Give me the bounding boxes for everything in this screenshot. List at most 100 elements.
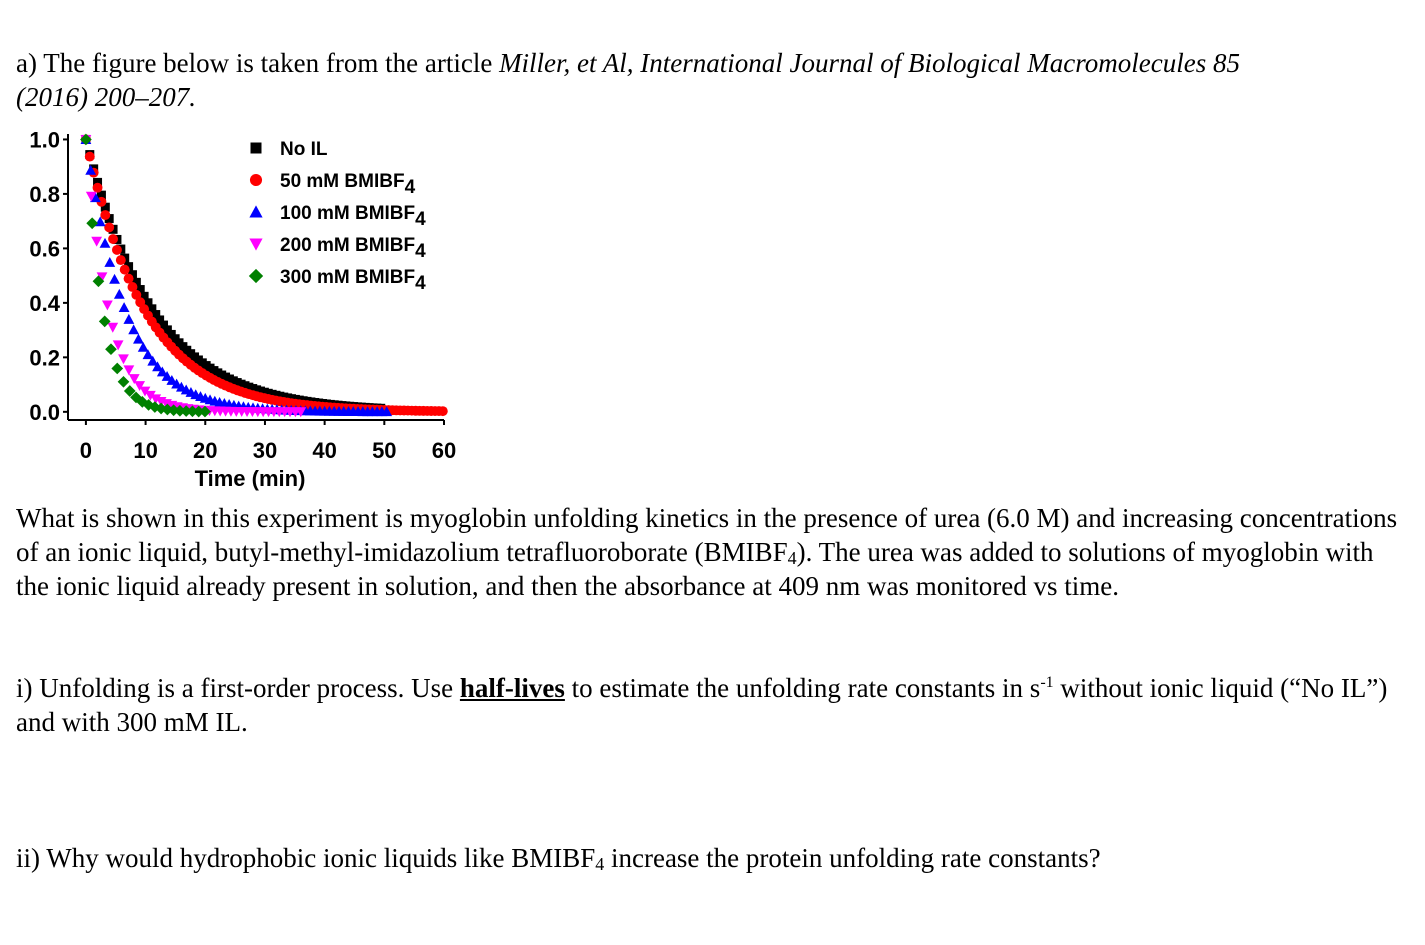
data-point (107, 322, 119, 333)
legend-label: 200 mM BMIBF4 (280, 235, 426, 262)
data-point (85, 191, 97, 202)
legend-label: 100 mM BMIBF4 (280, 203, 426, 230)
legend-marker (249, 173, 263, 187)
legend-label: No IL (280, 139, 328, 160)
data-point (108, 234, 119, 244)
data-point (155, 315, 165, 325)
intro-paragraph: a) The figure below is taken from the ar… (16, 46, 1411, 114)
data-point (142, 349, 154, 360)
half-lives-emphasis: half-lives (459, 673, 565, 703)
data-point (98, 315, 111, 328)
data-point (437, 406, 448, 417)
data-point (118, 354, 129, 365)
data-points (80, 133, 448, 418)
data-point (104, 256, 116, 267)
data-point (100, 210, 111, 220)
series-3 (80, 134, 307, 418)
legend-marker (248, 268, 264, 284)
x-tick-label: 30 (253, 438, 277, 463)
y-tick-label: 0.8 (29, 182, 60, 207)
legend-marker (250, 142, 262, 154)
data-point (86, 217, 99, 230)
data-point (151, 310, 161, 320)
data-point (147, 304, 157, 314)
data-point (295, 407, 307, 418)
data-point (180, 405, 193, 417)
description-text: What is shown in this experiment is myog… (16, 503, 1398, 567)
data-point (161, 371, 173, 381)
question-2-subscript: 4 (595, 854, 605, 874)
y-tick-label: 1.0 (29, 127, 60, 152)
data-point (104, 214, 114, 224)
citation: Miller, et Al, International Journal of … (499, 48, 1240, 78)
data-point (128, 374, 140, 385)
legend-label: 50 mM BMIBF4 (280, 171, 416, 198)
data-point (94, 216, 106, 227)
data-point (111, 362, 124, 375)
data-point (113, 288, 125, 299)
data-point (199, 405, 211, 418)
data-point (133, 333, 144, 344)
y-tick-label: 0.2 (29, 345, 60, 370)
data-point (117, 375, 130, 388)
inverse-seconds-superscript: -1 (1040, 674, 1054, 691)
data-point (104, 222, 115, 233)
question-2-end: increase the protein unfolding rate cons… (604, 843, 1101, 873)
data-point (85, 164, 97, 175)
data-point (119, 264, 130, 275)
data-point (123, 365, 135, 376)
data-point (137, 341, 149, 352)
data-point (135, 285, 145, 295)
data-point (91, 236, 103, 247)
data-point (93, 177, 103, 187)
data-point (162, 325, 172, 335)
axes: 0.0 0.2 0.4 0.6 0.8 1.0 0 10 20 30 40 50 60 (29, 127, 456, 463)
data-point (131, 277, 141, 287)
data-point (109, 273, 120, 284)
data-point (96, 190, 106, 200)
series-4 (80, 133, 211, 418)
legend-marker (249, 205, 263, 218)
data-point (186, 405, 199, 418)
data-point (139, 386, 151, 397)
x-tick-label: 10 (133, 438, 157, 463)
y-tick-label: 0.6 (29, 236, 60, 261)
data-point (131, 289, 142, 300)
data-point (90, 192, 101, 203)
data-point (84, 151, 95, 162)
description-text-end: ). The urea was added to solutions of my… (16, 537, 1374, 601)
data-point (134, 381, 146, 391)
data-point (123, 273, 134, 284)
x-tick-label: 40 (312, 438, 336, 463)
data-point (156, 366, 168, 377)
question-1: i) Unfolding is a first-order process. U… (16, 671, 1411, 739)
data-point (115, 255, 126, 266)
data-point (158, 320, 168, 330)
data-point (92, 182, 103, 193)
question-2-text: ii) Why would hydrophobic ionic liquids … (16, 843, 596, 873)
data-point (123, 385, 136, 397)
data-point (147, 355, 159, 366)
x-tick-label: 60 (432, 438, 456, 463)
legend-label: 300 mM BMIBF4 (280, 267, 426, 294)
data-point (99, 237, 111, 248)
x-tick-label: 0 (80, 438, 92, 463)
data-point (150, 394, 162, 405)
description-paragraph: What is shown in this experiment is myog… (16, 501, 1411, 603)
data-point (96, 272, 108, 283)
y-tick-label: 0.0 (29, 400, 60, 425)
data-point (118, 302, 130, 313)
data-point (101, 300, 113, 311)
data-point (144, 390, 156, 401)
data-point (128, 324, 140, 335)
data-point (123, 313, 135, 324)
question-1-end: without ionic liquid (“No IL”) and with … (16, 673, 1388, 737)
data-point (143, 298, 153, 308)
data-point (127, 270, 137, 280)
question-1-text: i) Unfolding is a first-order process. U… (16, 673, 460, 703)
intro-text: a) The figure below is taken from the ar… (16, 48, 500, 78)
question-2: ii) Why would hydrophobic ionic liquids … (16, 841, 1411, 875)
legend-marker (249, 238, 263, 251)
x-tick-label: 50 (372, 438, 396, 463)
data-point (152, 361, 163, 372)
